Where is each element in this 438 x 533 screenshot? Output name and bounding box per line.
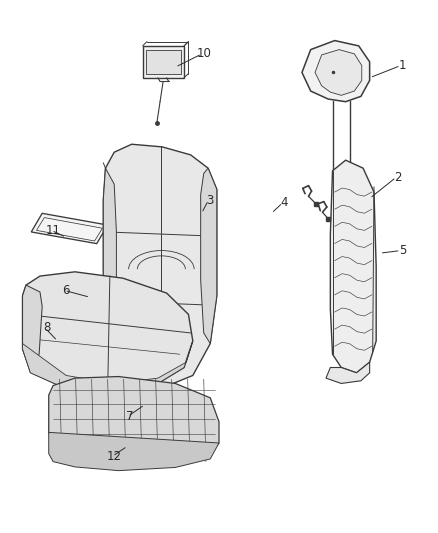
Text: 10: 10: [196, 47, 211, 60]
Text: 5: 5: [399, 244, 406, 257]
Polygon shape: [302, 41, 370, 102]
Text: 11: 11: [46, 224, 60, 237]
Polygon shape: [103, 168, 117, 370]
Text: 8: 8: [43, 321, 50, 334]
Polygon shape: [146, 50, 180, 74]
Text: 7: 7: [126, 410, 133, 423]
Text: 12: 12: [107, 450, 122, 463]
Polygon shape: [330, 160, 376, 373]
Polygon shape: [49, 432, 219, 471]
Text: 6: 6: [63, 284, 70, 297]
Text: 3: 3: [207, 193, 214, 207]
Polygon shape: [326, 362, 370, 383]
Text: 2: 2: [394, 171, 402, 184]
Text: 1: 1: [399, 59, 406, 72]
Polygon shape: [22, 341, 193, 391]
Polygon shape: [315, 50, 362, 95]
Polygon shape: [49, 376, 219, 463]
Polygon shape: [31, 213, 108, 244]
Polygon shape: [143, 46, 184, 78]
Polygon shape: [22, 285, 42, 373]
Polygon shape: [201, 168, 217, 344]
Polygon shape: [22, 272, 193, 391]
Text: 4: 4: [281, 196, 288, 209]
Polygon shape: [103, 144, 217, 386]
